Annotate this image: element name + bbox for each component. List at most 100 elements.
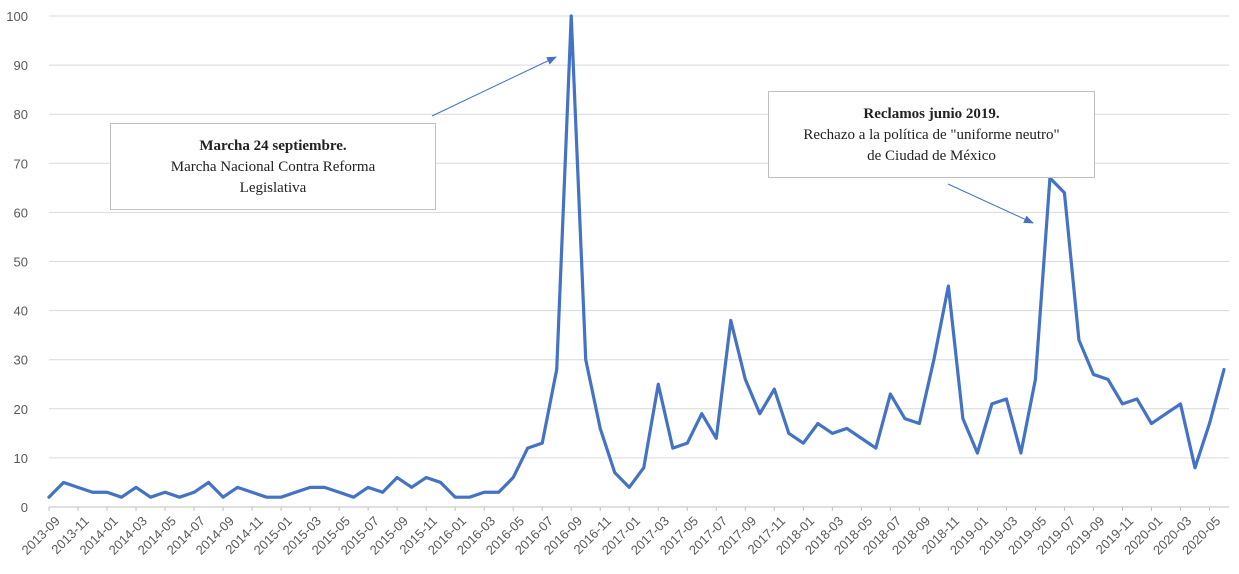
- data-point: [1034, 377, 1037, 381]
- annotation-arrow-1: [431, 56, 557, 117]
- y-tick-label: 70: [14, 156, 28, 171]
- data-point: [801, 441, 805, 445]
- data-point: [859, 436, 863, 440]
- data-point: [976, 451, 979, 455]
- annotation-2-line1: Rechazo a la política de "uniforme neutr…: [803, 127, 1060, 143]
- data-point: [265, 495, 268, 499]
- data-point: [207, 481, 210, 484]
- data-point: [76, 485, 80, 489]
- data-point: [424, 476, 428, 479]
- data-point: [279, 495, 283, 499]
- y-tick-label: 20: [14, 402, 28, 417]
- y-tick-label: 10: [14, 451, 28, 466]
- data-point: [540, 441, 544, 445]
- data-point: [294, 490, 297, 494]
- data-point: [134, 485, 138, 489]
- data-point: [845, 427, 849, 430]
- data-point: [700, 412, 704, 416]
- data-point: [946, 284, 950, 288]
- data-point: [497, 490, 501, 494]
- data-point: [1179, 402, 1182, 406]
- data-point: [917, 422, 921, 425]
- data-point: [323, 485, 327, 489]
- data-point: [569, 14, 573, 18]
- data-point: [656, 382, 660, 386]
- data-point: [395, 476, 399, 479]
- data-point: [192, 490, 196, 494]
- data-point: [1092, 373, 1095, 376]
- y-axis-ticks: 0 10 20 30 40 50 60 70 80 90 100: [6, 9, 28, 515]
- data-point: [526, 446, 530, 450]
- data-point: [1135, 397, 1139, 401]
- y-tick-label: 0: [21, 500, 28, 515]
- data-point: [714, 436, 718, 440]
- data-point: [1063, 191, 1066, 195]
- data-point: [1106, 377, 1110, 381]
- data-point: [163, 490, 167, 494]
- annotation-2-line2: de Ciudad de México: [867, 148, 996, 164]
- annotation-1-line1: Marcha Nacional Contra Reforma: [170, 159, 376, 175]
- data-point: [627, 485, 631, 489]
- data-point: [584, 358, 588, 362]
- data-point: [91, 490, 94, 494]
- data-point: [482, 490, 486, 494]
- annotation-box-1: Marcha 24 septiembre. Marcha Nacional Co…: [110, 123, 436, 210]
- data-point: [236, 485, 239, 489]
- data-point: [1222, 368, 1226, 371]
- series-layer: [47, 14, 1226, 499]
- y-tick-label: 100: [6, 9, 28, 24]
- data-point: [642, 466, 646, 470]
- data-point: [47, 495, 51, 499]
- data-point: [816, 422, 820, 425]
- data-point: [1208, 422, 1211, 425]
- data-point: [1005, 397, 1008, 401]
- data-point: [758, 412, 762, 416]
- data-point: [1121, 402, 1124, 406]
- annotation-2-title: Reclamos junio 2019.: [863, 106, 1000, 122]
- data-point: [903, 417, 907, 421]
- data-point: [613, 471, 617, 475]
- data-point: [439, 481, 443, 484]
- y-tick-label: 50: [14, 255, 28, 270]
- y-tick-label: 40: [14, 304, 28, 319]
- annotation-arrows: [431, 56, 1034, 224]
- x-axis-ticks: 2013-092013-112014-012014-032014-052014-…: [19, 507, 1223, 558]
- data-point: [250, 490, 254, 494]
- data-point: [1164, 412, 1168, 416]
- annotation-box-2: Reclamos junio 2019. Rechazo a la políti…: [768, 91, 1095, 178]
- data-point: [366, 485, 370, 489]
- data-point: [671, 446, 675, 450]
- data-point: [178, 495, 181, 499]
- data-point: [337, 490, 341, 494]
- data-point: [961, 417, 965, 421]
- series-line-1: [47, 14, 1226, 499]
- data-point: [511, 476, 515, 479]
- data-point: [149, 495, 152, 499]
- data-point: [830, 431, 834, 435]
- data-point: [381, 490, 385, 494]
- gridlines: [49, 15, 1229, 508]
- data-point: [598, 427, 602, 430]
- y-tick-label: 30: [14, 353, 28, 368]
- data-point: [468, 495, 472, 499]
- data-point: [105, 490, 109, 494]
- data-point: [743, 377, 747, 381]
- data-point: [787, 431, 791, 435]
- data-point: [874, 446, 878, 450]
- data-point: [685, 441, 689, 445]
- data-point: [308, 485, 312, 489]
- y-tick-label: 80: [14, 107, 28, 122]
- data-point: [352, 495, 356, 499]
- annotation-1-title: Marcha 24 septiembre.: [199, 138, 347, 154]
- annotation-1-line2: Legislativa: [239, 180, 307, 196]
- data-point: [772, 387, 776, 391]
- data-point: [62, 481, 65, 484]
- data-point: [453, 495, 457, 499]
- y-tick-label: 90: [14, 58, 28, 73]
- data-point: [555, 368, 559, 371]
- annotation-arrow-2: [947, 183, 1034, 224]
- data-point: [1193, 466, 1197, 470]
- data-point: [990, 402, 994, 406]
